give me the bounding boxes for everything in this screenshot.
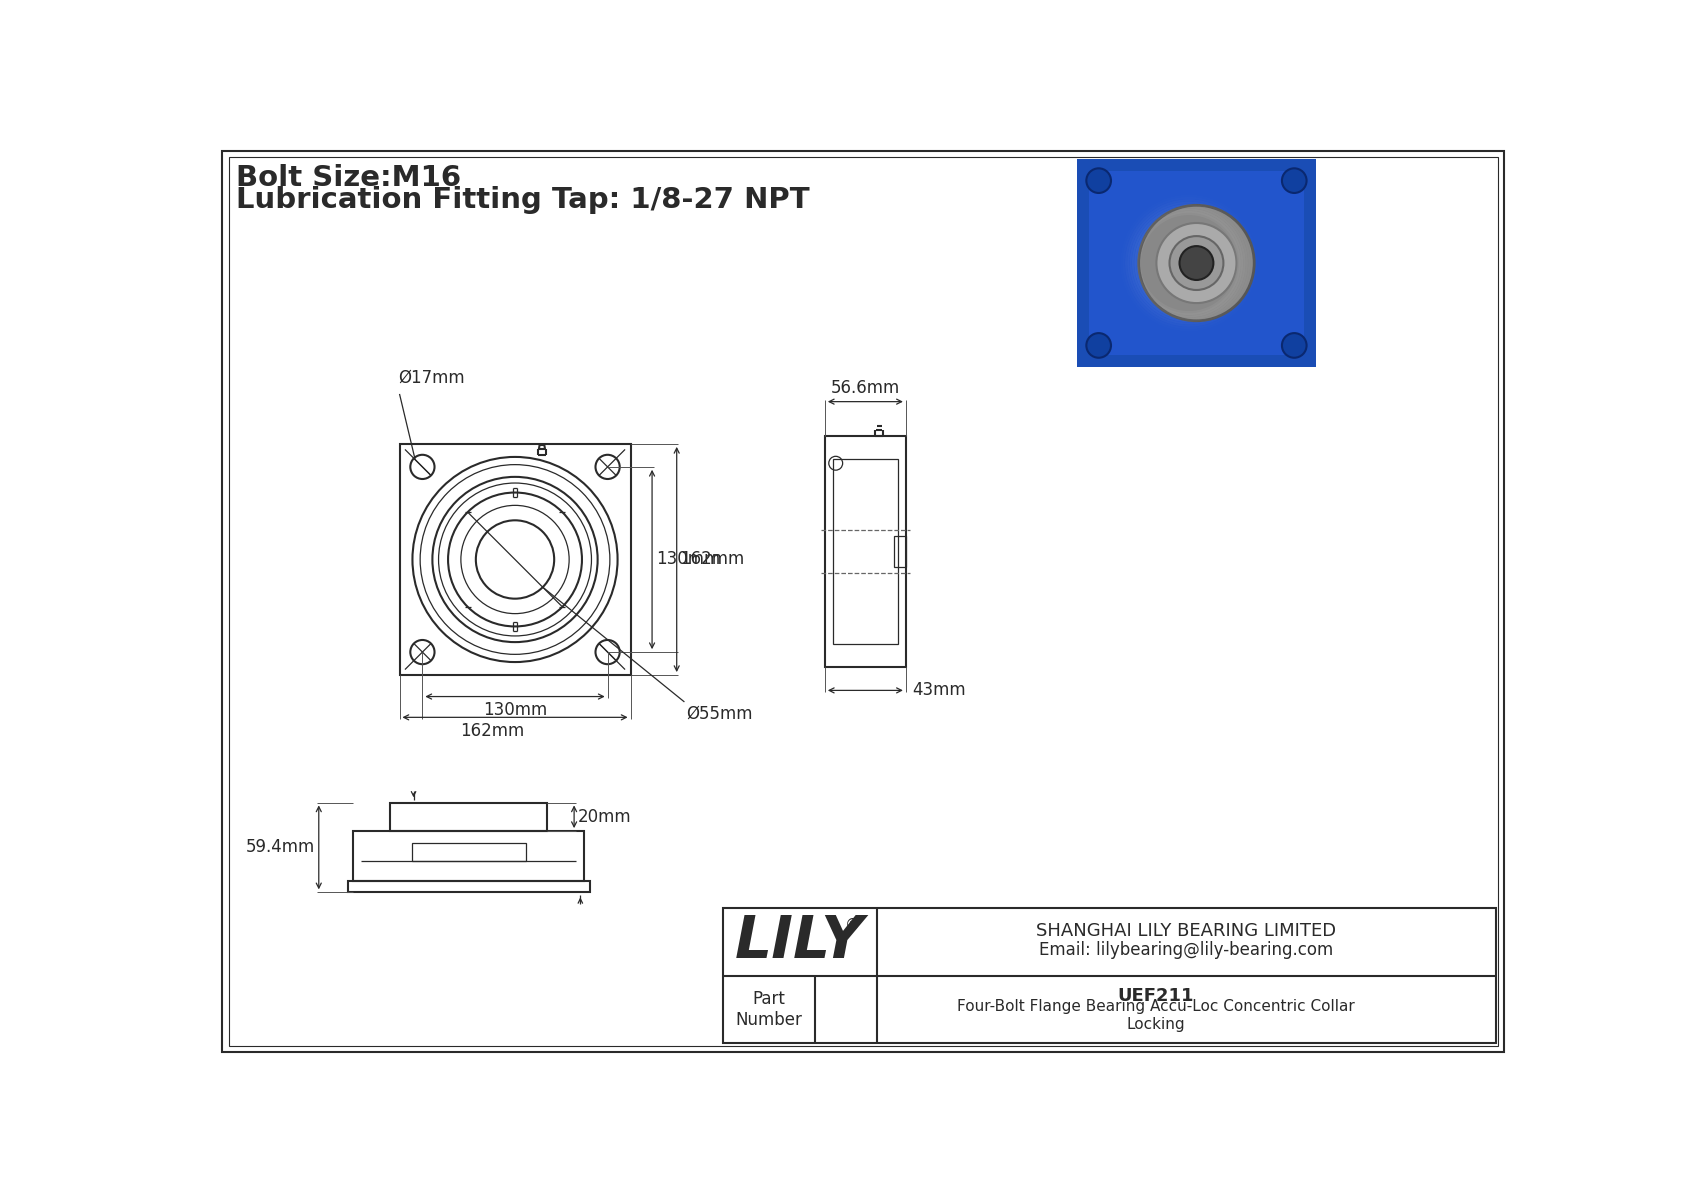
Text: 56.6mm: 56.6mm xyxy=(830,379,899,397)
Circle shape xyxy=(1138,205,1255,320)
Text: Four-Bolt Flange Bearing Accu-Loc Concentric Collar
Locking: Four-Bolt Flange Bearing Accu-Loc Concen… xyxy=(957,999,1354,1031)
Text: UEF211: UEF211 xyxy=(1118,986,1194,1004)
Circle shape xyxy=(1282,333,1307,357)
Bar xyxy=(894,536,906,567)
Bar xyxy=(347,881,589,892)
Bar xyxy=(825,436,906,667)
Circle shape xyxy=(1169,236,1223,289)
Text: SHANGHAI LILY BEARING LIMITED: SHANGHAI LILY BEARING LIMITED xyxy=(1036,922,1337,940)
Text: Email: lilybearing@lily-bearing.com: Email: lilybearing@lily-bearing.com xyxy=(1039,941,1334,959)
Circle shape xyxy=(1086,168,1111,193)
Text: 59.4mm: 59.4mm xyxy=(246,838,315,856)
Text: 162mm: 162mm xyxy=(460,722,524,740)
Bar xyxy=(413,843,525,861)
Bar xyxy=(722,909,1495,1043)
Bar xyxy=(354,831,584,881)
Bar xyxy=(832,460,898,644)
Text: 162mm: 162mm xyxy=(680,550,744,568)
Bar xyxy=(1078,160,1315,367)
Circle shape xyxy=(1157,223,1236,303)
Bar xyxy=(399,444,630,675)
Text: Ø17mm: Ø17mm xyxy=(397,368,465,386)
Text: 20mm: 20mm xyxy=(578,807,632,825)
Text: 43mm: 43mm xyxy=(913,681,965,699)
Text: Bolt Size:M16: Bolt Size:M16 xyxy=(236,164,461,193)
Text: Ø55mm: Ø55mm xyxy=(687,704,753,722)
Text: Lubrication Fitting Tap: 1/8-27 NPT: Lubrication Fitting Tap: 1/8-27 NPT xyxy=(236,186,810,214)
Text: LILY: LILY xyxy=(736,913,864,971)
Bar xyxy=(1088,170,1305,355)
Text: ®: ® xyxy=(845,917,861,933)
Text: 130mm: 130mm xyxy=(657,550,721,568)
Text: Part
Number: Part Number xyxy=(736,990,803,1029)
Circle shape xyxy=(1086,333,1111,357)
Circle shape xyxy=(1179,247,1214,280)
Circle shape xyxy=(1282,168,1307,193)
Bar xyxy=(391,803,547,831)
Text: 130mm: 130mm xyxy=(483,701,547,719)
